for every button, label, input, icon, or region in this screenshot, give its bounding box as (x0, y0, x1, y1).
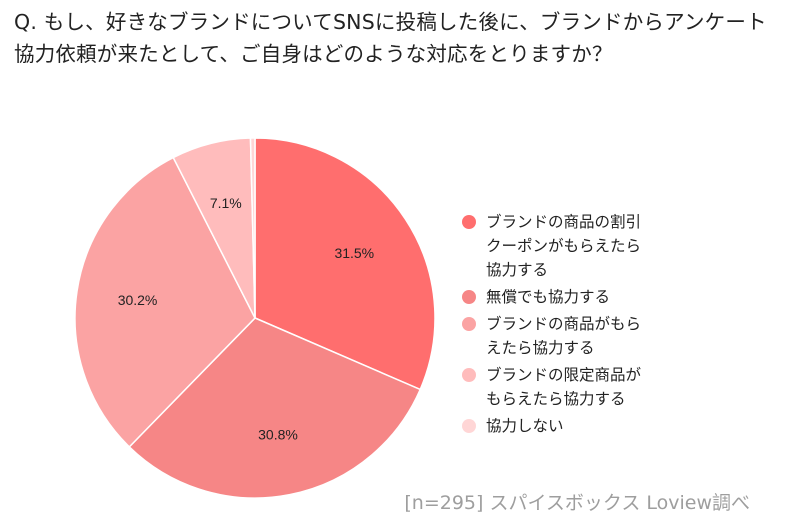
legend-label: 無償でも協力する (486, 288, 611, 306)
legend-item: 無償でも協力する (462, 285, 712, 309)
legend-item: ブランドの商品の割引 クーポンがもらえたら 協力する (462, 210, 712, 282)
source-note: [n=295] スパイスボックス Loview調べ (404, 492, 750, 514)
pie-slice (249, 137, 256, 319)
legend-label: ブランドの限定商品が もらえたら協力する (486, 366, 642, 408)
chart-title: Q. もし、好きなブランドについてSNSに投稿した後に、ブランドからアンケート … (14, 10, 767, 66)
legend-swatch (462, 368, 476, 382)
pie-slice (128, 317, 422, 499)
legend-item: ブランドの商品がもら えたら協力する (462, 312, 712, 360)
slice-value-label: 7.1% (210, 195, 242, 211)
slice-value-label: 30.8% (258, 427, 298, 443)
legend-label: ブランドの商品がもら えたら協力する (486, 315, 642, 357)
slice-value-label: 30.2% (118, 292, 158, 308)
legend-swatch (462, 215, 476, 229)
legend-label: 協力しない (486, 417, 564, 435)
legend-swatch (462, 419, 476, 433)
legend-swatch (462, 290, 476, 304)
legend-swatch (462, 317, 476, 331)
legend-item: 協力しない (462, 414, 712, 438)
pie-slice (254, 137, 436, 391)
legend-label: ブランドの商品の割引 クーポンがもらえたら 協力する (486, 213, 642, 279)
legend-item: ブランドの限定商品が もらえたら協力する (462, 363, 712, 411)
chart-legend: ブランドの商品の割引 クーポンがもらえたら 協力する無償でも協力するブランドの商… (462, 210, 712, 441)
slice-value-label: 31.5% (334, 245, 374, 261)
